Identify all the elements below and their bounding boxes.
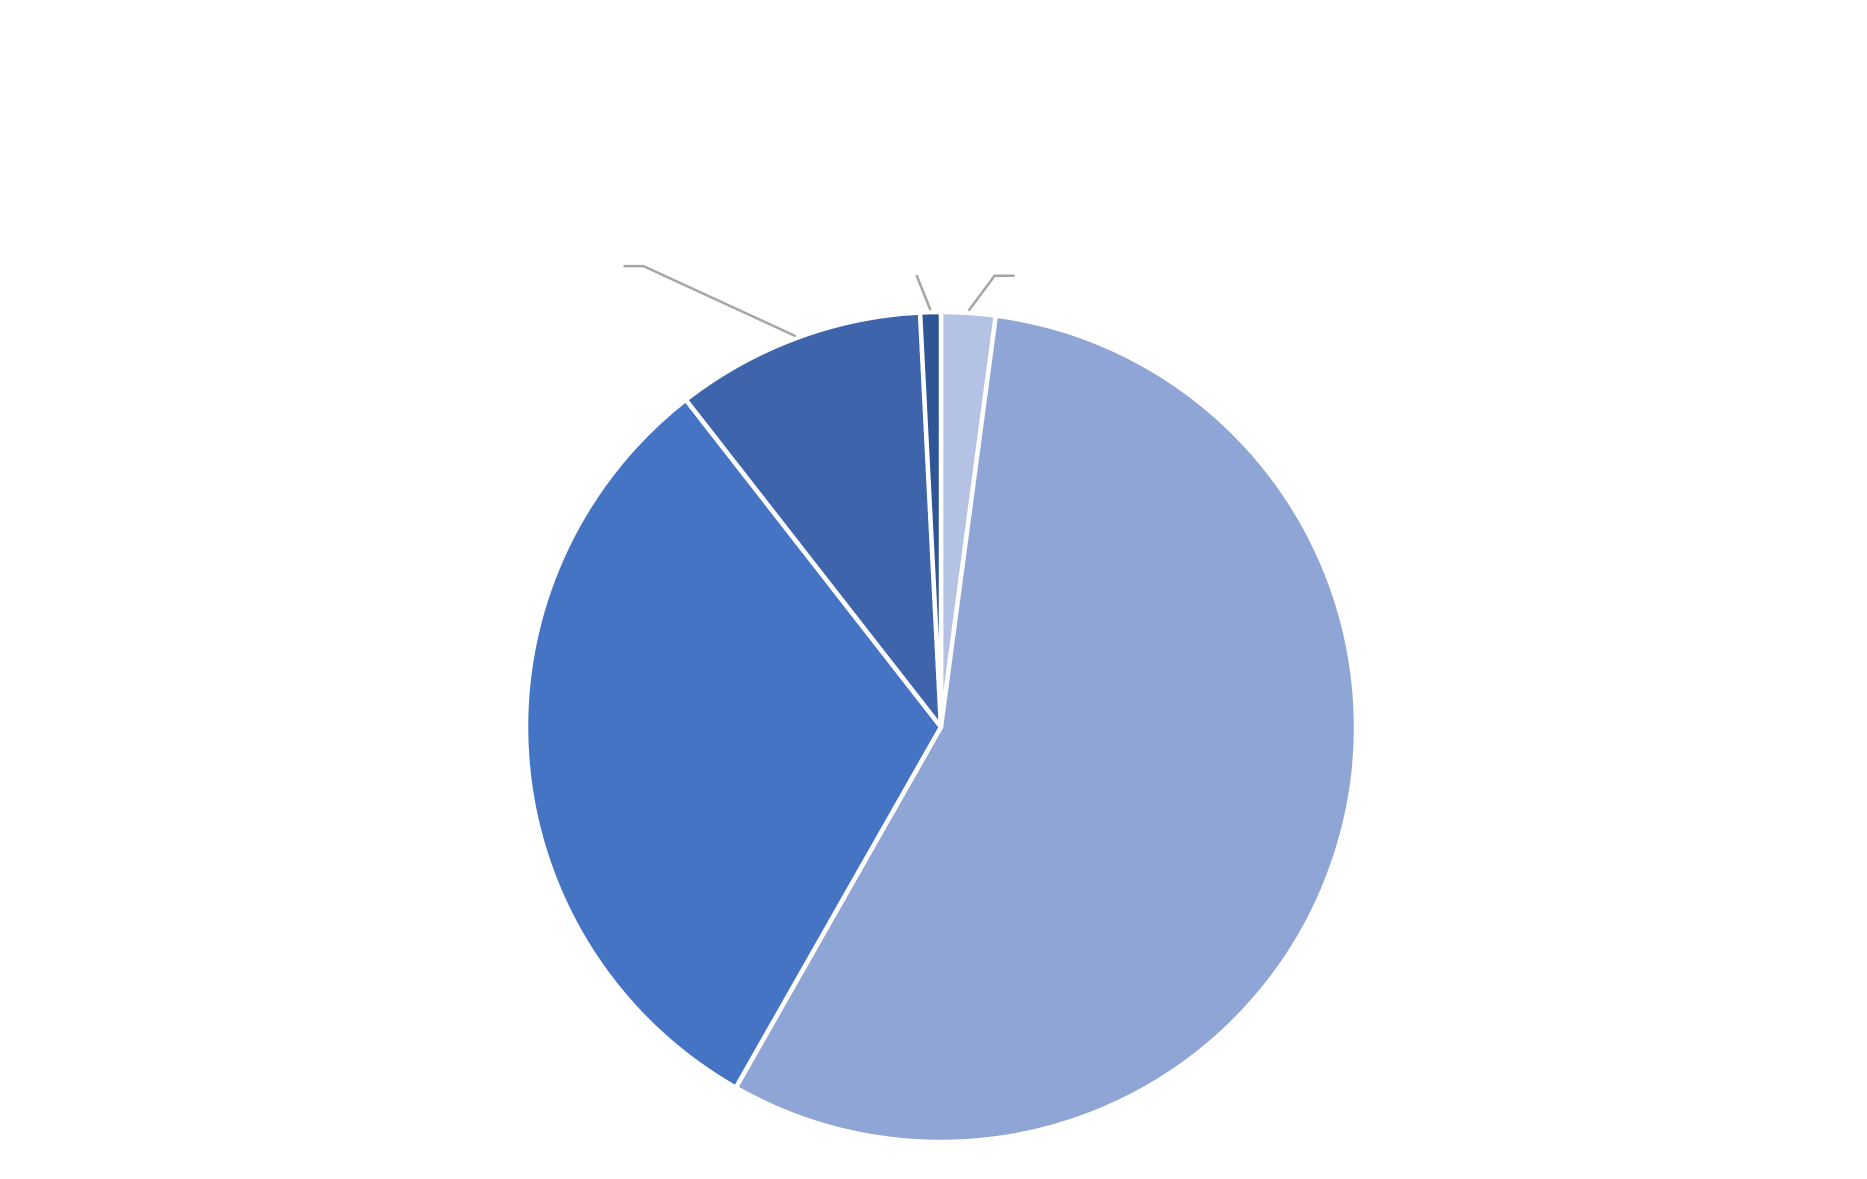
pie-slice-3 <box>523 397 944 1090</box>
pie-slice-4 <box>683 310 944 730</box>
leader-line-slice-4 <box>623 264 797 338</box>
pie-slice-5 <box>917 309 944 730</box>
leader-line-slice-5 <box>915 274 932 311</box>
pie-slice-2 <box>733 313 1359 1145</box>
leader-line-slice-1 <box>967 274 1015 312</box>
